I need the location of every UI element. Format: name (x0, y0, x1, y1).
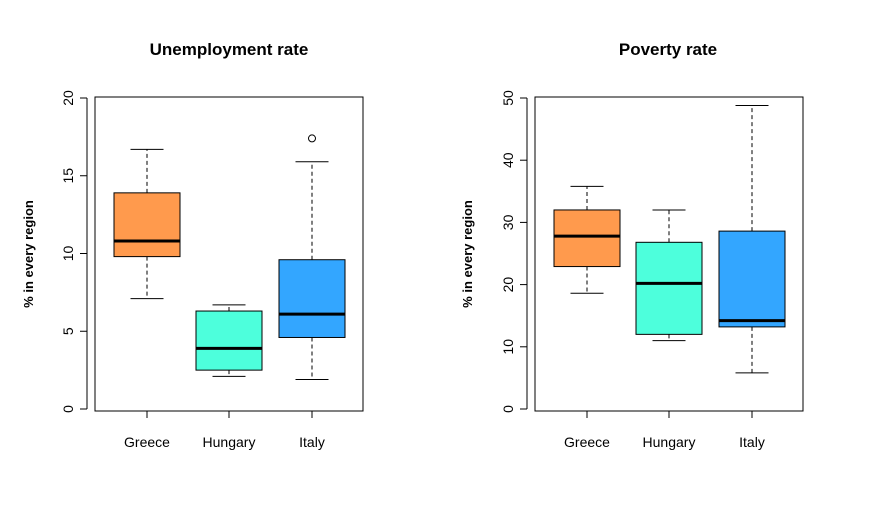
y-tick-label: 50 (500, 90, 516, 106)
box-hungary (195, 310, 263, 371)
box-italy (718, 230, 786, 328)
chart-title: Poverty rate (619, 40, 717, 59)
outlier-point (308, 134, 316, 143)
y-tick-label: 30 (500, 214, 516, 230)
x-tick-label: Hungary (203, 434, 256, 450)
y-tick-label: 5 (60, 327, 76, 335)
y-tick-label: 40 (500, 152, 516, 168)
box-greece (553, 209, 621, 268)
chart-title: Unemployment rate (150, 40, 309, 59)
y-tick-label: 10 (500, 339, 516, 355)
x-tick-label: Italy (739, 434, 765, 450)
y-tick-label: 0 (60, 405, 76, 413)
x-tick-label: Greece (124, 434, 170, 450)
y-tick-label: 20 (60, 90, 76, 106)
poverty-panel: Poverty rate % in every region 0 10 20 30 40… (460, 40, 804, 450)
y-tick-label: 20 (500, 277, 516, 293)
unemployment-panel: Unemployment rate % in every region 0 5 10… (21, 40, 364, 450)
y-axis-label: % in every region (460, 200, 475, 308)
box-italy (278, 259, 346, 338)
plot-marks: 0 5 10 15 20 Greece Hungary Italy (60, 90, 346, 450)
y-tick-label: 10 (60, 246, 76, 262)
y-axis-label: % in every region (21, 200, 36, 308)
y-tick-label: 0 (500, 405, 516, 413)
plot-marks: 0 10 20 30 40 50 Greece Hungary Italy (500, 90, 786, 450)
box-hungary (635, 241, 703, 335)
x-tick-label: Greece (564, 434, 610, 450)
box-greece (113, 192, 181, 258)
y-tick-label: 15 (60, 168, 76, 184)
x-tick-label: Hungary (643, 434, 696, 450)
x-tick-label: Italy (299, 434, 325, 450)
